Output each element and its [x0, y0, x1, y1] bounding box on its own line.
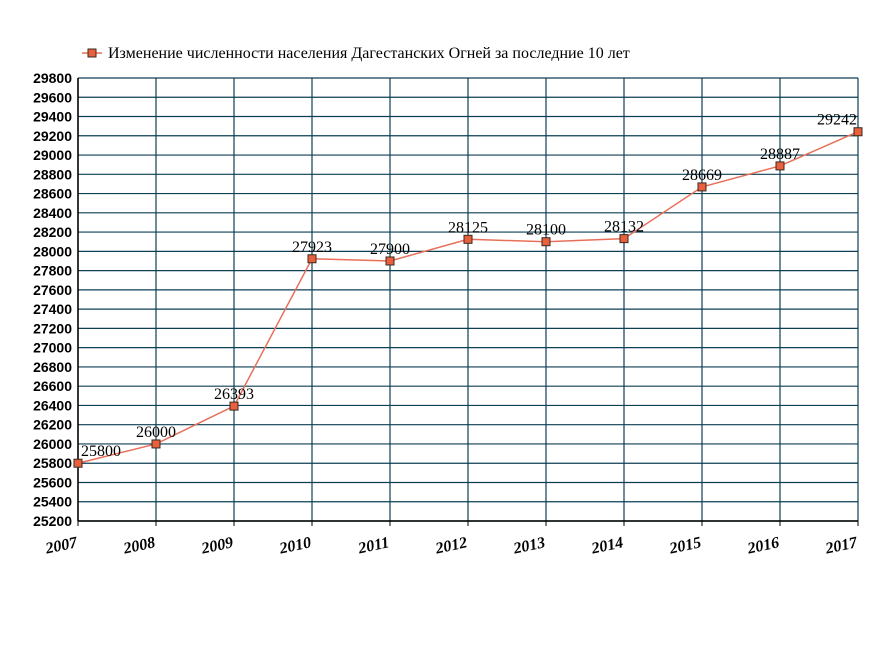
x-tick-label: 2014 [589, 534, 625, 557]
y-tick-label: 28400 [33, 205, 72, 221]
x-tick-label: 2012 [433, 534, 469, 557]
data-label: 26000 [136, 424, 176, 441]
y-tick-label: 26600 [33, 378, 72, 394]
y-tick-label: 25600 [33, 474, 72, 490]
y-tick-label: 27000 [33, 340, 72, 356]
data-label: 28669 [682, 167, 722, 184]
y-tick-label: 25200 [33, 513, 72, 529]
y-tick-label: 26400 [33, 397, 72, 413]
data-point-marker [229, 401, 239, 411]
data-label: 28132 [604, 219, 644, 236]
y-tick-label: 29600 [33, 89, 72, 105]
data-point-marker [697, 182, 707, 192]
y-tick-label: 28800 [33, 166, 72, 182]
y-tick-label: 29000 [33, 147, 72, 163]
y-tick-label: 29400 [33, 109, 72, 125]
y-tick-label: 27400 [33, 301, 72, 317]
x-tick-label: 2008 [121, 534, 157, 557]
data-point-marker [463, 234, 473, 244]
x-tick-label: 2016 [745, 534, 781, 557]
y-tick-label: 25800 [33, 455, 72, 471]
x-tick-label: 2009 [199, 534, 235, 557]
y-tick-label: 27600 [33, 282, 72, 298]
data-label: 28100 [526, 222, 566, 239]
y-tick-label: 27200 [33, 320, 72, 336]
data-label: 29242 [817, 112, 857, 129]
data-label: 27900 [370, 241, 410, 258]
data-point-marker [73, 458, 83, 468]
data-point-marker [775, 161, 785, 171]
data-point-marker [619, 234, 629, 244]
data-label: 25800 [81, 443, 121, 460]
y-tick-label: 28600 [33, 186, 72, 202]
series: 25800 26000 26393 27923 27900 28125 28100 28132… [73, 112, 863, 468]
y-tick-label: 25400 [33, 494, 72, 510]
data-point-marker [541, 237, 551, 247]
legend-marker-swatch [87, 48, 97, 58]
data-label: 28125 [448, 219, 488, 236]
grid [77, 77, 859, 526]
data-point-marker [151, 439, 161, 449]
y-tick-label: 29200 [33, 128, 72, 144]
y-tick-label: 26800 [33, 359, 72, 375]
x-axis-ticks: 2007 2008 2009 2010 2011 2012 2013 2014 2015 2016… [43, 534, 860, 558]
data-label: 26393 [214, 386, 254, 403]
x-tick-label: 2010 [277, 534, 313, 557]
y-axis-ticks: 25200 25400 25600 25800 26000 26200 26400 26600… [33, 70, 72, 529]
y-tick-label: 29800 [33, 70, 72, 86]
x-tick-label: 2015 [667, 534, 703, 557]
y-tick-label: 27800 [33, 263, 72, 279]
data-label: 28887 [760, 146, 800, 163]
x-tick-label: 2013 [511, 534, 547, 557]
y-tick-label: 26200 [33, 417, 72, 433]
legend-label: Изменение численности населения Дагестан… [108, 45, 630, 62]
data-point-marker [853, 127, 863, 137]
y-tick-label: 28000 [33, 243, 72, 259]
data-label: 27923 [292, 239, 332, 256]
legend: Изменение численности населения Дагестан… [82, 45, 630, 62]
data-point-marker [385, 256, 395, 266]
x-tick-label: 2007 [43, 534, 80, 558]
x-tick-label: 2011 [356, 534, 391, 557]
data-point-marker [307, 254, 317, 264]
y-tick-label: 28200 [33, 224, 72, 240]
y-tick-label: 26000 [33, 436, 72, 452]
x-tick-label: 2017 [823, 534, 860, 558]
